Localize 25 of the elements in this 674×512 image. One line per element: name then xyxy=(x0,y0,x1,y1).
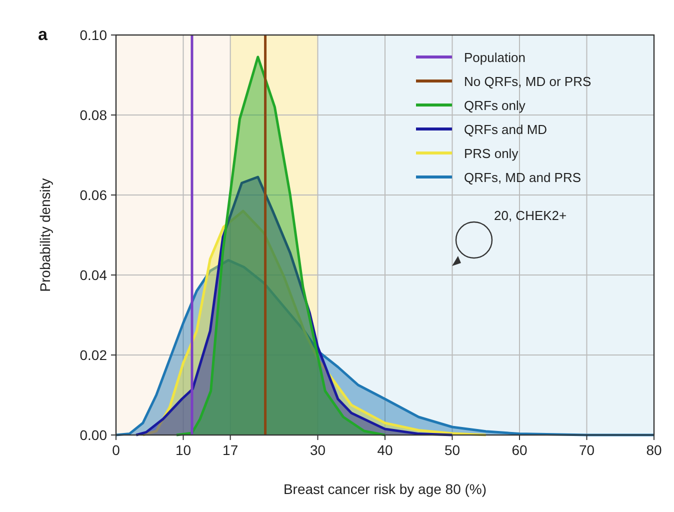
x-tick-label: 70 xyxy=(578,442,595,458)
x-tick-label: 10 xyxy=(175,442,192,458)
annotation: 20, CHEK2+ xyxy=(494,208,567,223)
x-tick-label: 40 xyxy=(377,442,393,458)
text: a xyxy=(38,25,48,44)
y-tick-label: 0.08 xyxy=(80,107,108,123)
y-axis-title: Probability density xyxy=(37,178,53,292)
y-tick-label: 0.06 xyxy=(80,187,108,203)
legend-label: No QRFs, MD or PRS xyxy=(464,74,592,89)
y-tick-label: 0.02 xyxy=(80,347,108,363)
x-tick-label: 0 xyxy=(112,442,120,458)
legend-label: QRFs, MD and PRS xyxy=(464,170,582,185)
x-tick-label: 80 xyxy=(646,442,662,458)
legend-label: PRS only xyxy=(464,146,519,161)
x-axis-title: Breast cancer risk by age 80 (%) xyxy=(283,481,487,497)
x-tick-label: 17 xyxy=(222,442,238,458)
x-tick-label: 50 xyxy=(444,442,460,458)
legend-label: QRFs and MD xyxy=(464,122,548,137)
y-tick-label: 0.10 xyxy=(80,27,108,43)
x-tick-label: 30 xyxy=(310,442,326,458)
legend-label: QRFs only xyxy=(464,98,526,113)
y-tick-label: 0.04 xyxy=(80,267,108,283)
y-tick-label: 0.00 xyxy=(80,427,108,443)
x-tick-label: 60 xyxy=(512,442,528,458)
legend-label: Population xyxy=(464,50,526,65)
